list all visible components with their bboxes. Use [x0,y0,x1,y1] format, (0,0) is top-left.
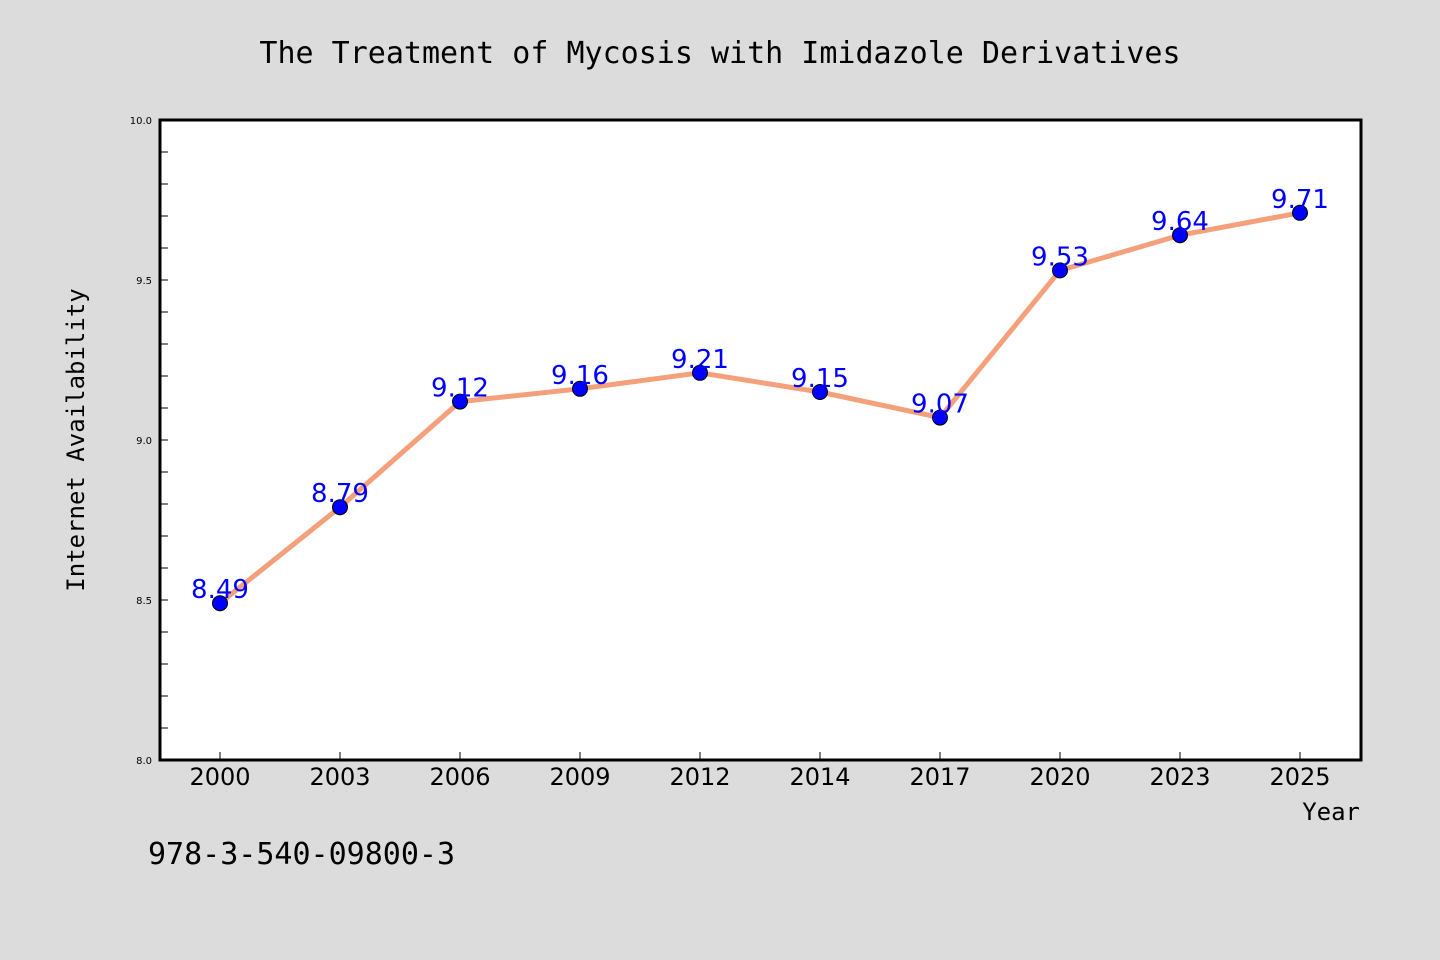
x-tick-label: 2023 [1149,763,1210,791]
data-label: 9.07 [911,390,969,420]
data-point [572,380,588,397]
data-label: 9.16 [551,361,609,391]
x-tick-label: 2009 [549,763,610,791]
x-tick-label: 2000 [189,763,250,791]
x-tick-label: 2003 [309,763,370,791]
x-axis: 2000 2003 2006 2009 2012 2014 2017 2020 2023 2025 [189,752,1331,791]
x-tick-label: 2012 [669,763,730,791]
data-label: 9.12 [431,374,489,404]
y-tick-label: 8.0 [136,756,152,767]
data-label: 8.49 [191,575,249,605]
series-line [218,210,1301,606]
data-label: 9.15 [791,364,849,394]
y-tick-label: 10.0 [130,116,152,127]
x-axis-label: Year [1302,798,1360,826]
x-tick-label: 2017 [909,763,970,791]
plot-area [158,118,1363,762]
data-point [1292,204,1308,221]
x-tick-label: 2025 [1269,763,1330,791]
data-label: 9.71 [1271,185,1329,215]
footer-isbn: 978-3-540-09800-3 [148,837,455,872]
data-point [812,384,828,400]
data-label: 9.64 [1151,207,1209,237]
data-point [692,364,708,381]
data-point [932,409,948,426]
x-tick-label: 2014 [789,763,850,791]
y-tick-label: 9.0 [136,436,152,447]
series-line-group: 8.49 8.79 9.12 9.16 9.21 9.15 9.07 9.53 9.64 9.71 [191,185,1329,612]
y-axis: 8.0 8.5 9.0 9.5 10.0 [130,116,168,767]
data-label: 9.53 [1031,242,1089,272]
data-point [332,499,348,516]
x-tick-label: 2006 [429,763,490,791]
data-point [452,393,468,410]
y-axis-label: Internet Availability [62,288,90,591]
x-tick-label: 2020 [1029,763,1090,791]
data-label: 8.79 [311,479,369,509]
data-label: 9.21 [671,345,729,375]
y-tick-label: 9.5 [136,276,152,287]
data-point [1172,227,1188,244]
data-point [1052,262,1068,279]
data-point [212,595,228,612]
y-tick-label: 8.5 [136,596,152,607]
chart-title: The Treatment of Mycosis with Imidazole … [259,36,1180,71]
